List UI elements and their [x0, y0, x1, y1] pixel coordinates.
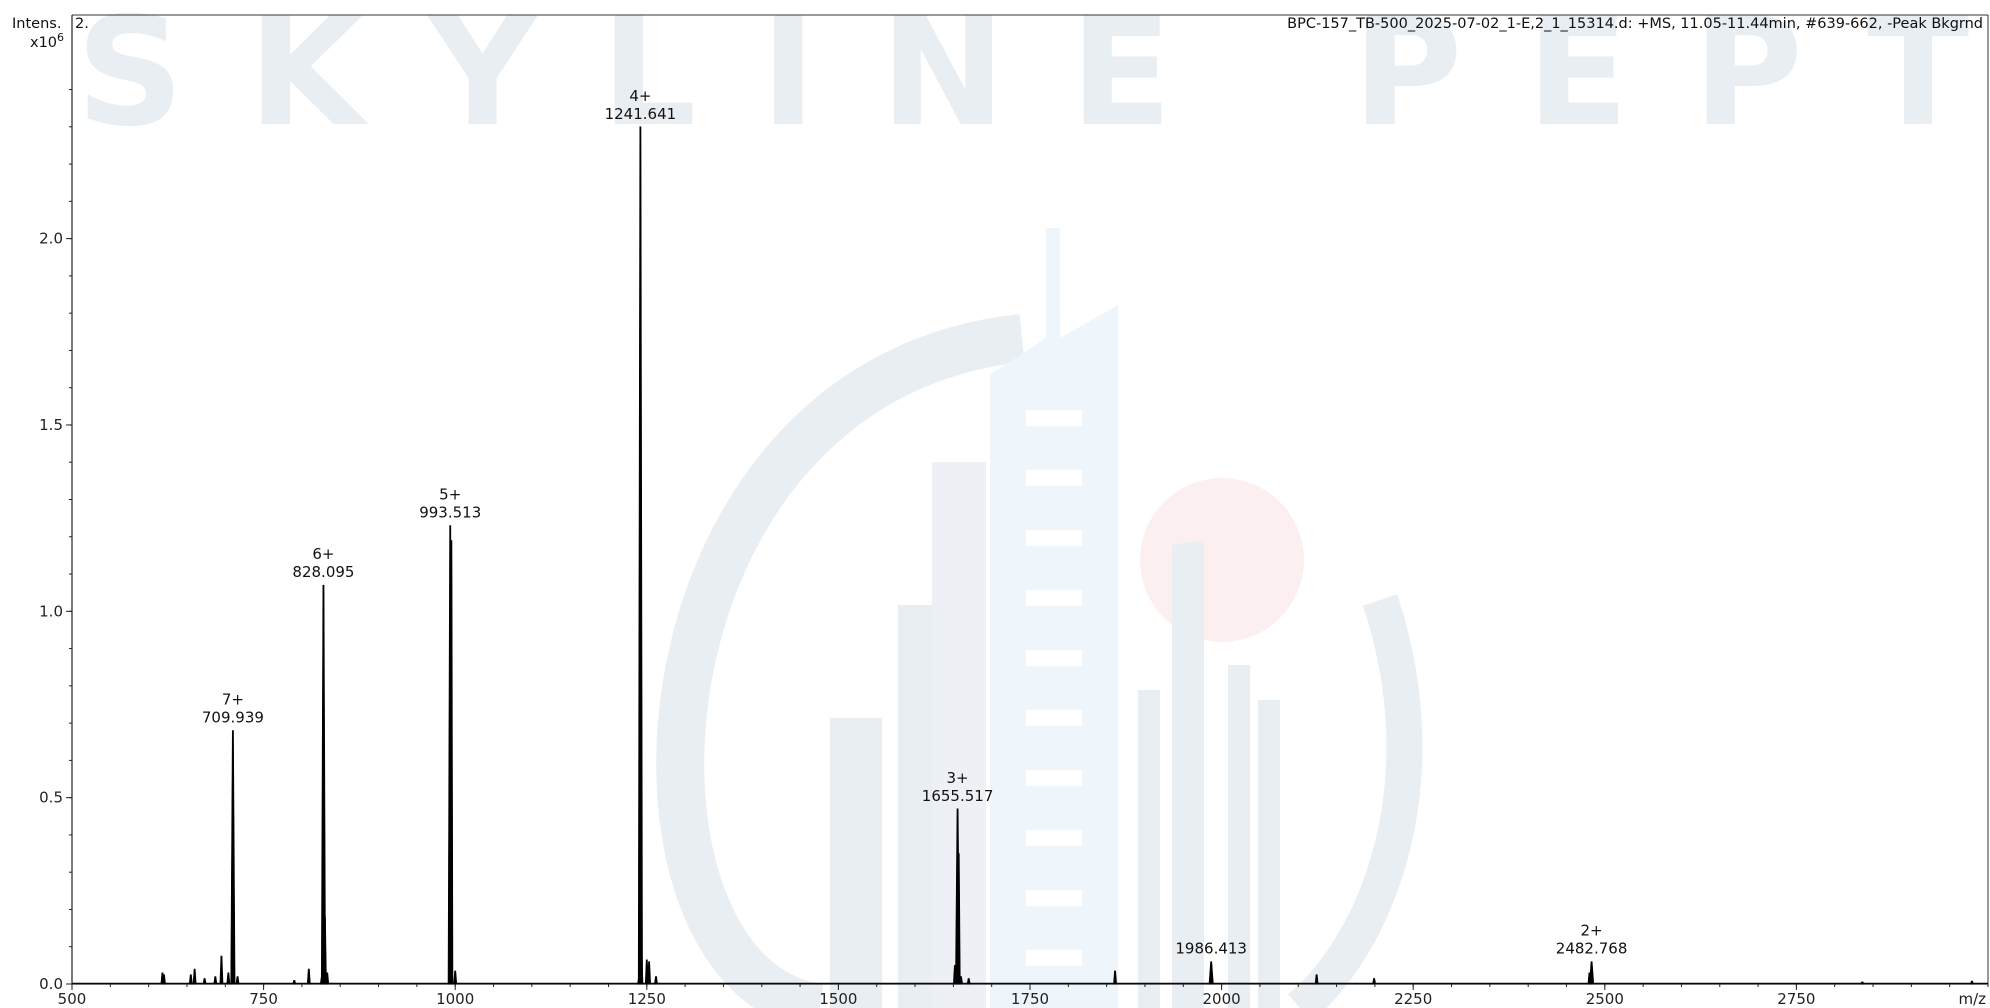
watermark-text: SKYLINE PEPTIDES [76, 0, 1990, 160]
y-tick-label: 0.0 [39, 975, 63, 993]
spectrum-minor-peak [188, 974, 193, 985]
x-tick-label: 2750 [1777, 990, 1815, 1008]
spectrum-peak [1208, 961, 1214, 985]
spectrum-minor-peak [325, 972, 330, 985]
watermark-building-6 [1228, 665, 1250, 1008]
y-axis-label-line1: Intens. [12, 16, 61, 32]
x-tick-label: 1250 [628, 990, 666, 1008]
x-axis-ticks: 500 750 1000 1250 1500 1750 2000 2250 2500 2750 [58, 984, 1989, 1008]
spectrum-minor-peak [654, 976, 658, 985]
watermark-arc [656, 314, 1025, 1008]
peak-charge-label: 7+ [222, 691, 244, 709]
spectrum-info: BPC-157_TB-500_2025-07-02_1-E,2_1_15314.… [1287, 16, 1983, 32]
y-tick-label: 0.5 [39, 789, 63, 807]
spectrum-minor-peak [226, 972, 231, 985]
peak-mz-label: 1986.413 [1175, 940, 1247, 958]
spectrum-minor-peak [453, 970, 458, 985]
peak-charge-label: 6+ [312, 545, 334, 563]
spectrum-minor-peak [162, 974, 166, 985]
x-tick-label: 1750 [1011, 990, 1049, 1008]
x-tick-label: 750 [249, 990, 278, 1008]
peak-mz-label: 828.095 [292, 563, 354, 581]
y-axis-label-line2: x106 [30, 31, 64, 51]
watermark-windows [1026, 410, 1082, 966]
y-axis-label-exponent: 6 [57, 31, 64, 44]
y-axis-ticks: 0.0 0.5 1.0 1.5 2.0 [39, 89, 72, 993]
spectrum-peak [447, 525, 453, 985]
spectrum-minor-peak [202, 978, 207, 985]
watermark-building-5 [1138, 690, 1160, 1008]
spectrum-minor-peak [235, 976, 240, 985]
peak-charge-label: 5+ [439, 486, 461, 504]
peak-charge-label: 2+ [1581, 922, 1603, 940]
x-tick-label: 1000 [436, 990, 474, 1008]
spectrum-peaks [72, 126, 1988, 985]
spectrum-peak [230, 730, 236, 985]
spectrum-peak [637, 126, 643, 985]
spectrum-minor-peak [306, 968, 311, 985]
watermark-arc-right [1288, 594, 1423, 1008]
x-tick-label: 2500 [1586, 990, 1624, 1008]
spectrum-peak [320, 584, 326, 985]
y-axis-label-base: x10 [30, 35, 57, 51]
x-tick-label: 2250 [1394, 990, 1432, 1008]
spectrum-minor-peak [1113, 970, 1117, 985]
title-fragment: 2. [75, 16, 89, 32]
peak-charge-label: 4+ [629, 87, 651, 105]
peak-mz-label: 1241.641 [605, 105, 677, 123]
spectrum-peak [955, 808, 961, 985]
spectrum-minor-peak [213, 976, 218, 985]
watermark-logo: SKYLINE PEPTIDES [76, 0, 1990, 1008]
x-tick-label: 1500 [819, 990, 857, 1008]
peak-mz-label: 709.939 [202, 709, 264, 727]
peak-mz-label: 993.513 [419, 504, 481, 522]
y-tick-label: 1.0 [39, 602, 63, 620]
spectrum-minor-peak [1372, 978, 1377, 985]
watermark-building-4 [1172, 540, 1204, 1008]
spectrum-minor-peak [966, 978, 971, 985]
peak-mz-label: 2482.768 [1556, 940, 1628, 958]
spectrum-peak [1589, 961, 1595, 985]
y-tick-label: 1.5 [39, 416, 63, 434]
x-axis-label: m/z [1958, 990, 1986, 1008]
spectrum-minor-peak [647, 961, 652, 985]
spectrum-minor-peak [1314, 974, 1319, 985]
peak-charge-label: 3+ [947, 769, 969, 787]
peak-labels: 7+709.9396+828.0955+993.5134+1241.6413+1… [202, 87, 1628, 958]
watermark-sun [1140, 478, 1304, 642]
x-tick-label: 2000 [1203, 990, 1241, 1008]
y-tick-label: 2.0 [39, 230, 63, 248]
peak-mz-label: 1655.517 [922, 787, 994, 805]
watermark-building-3 [990, 228, 1118, 1008]
spectrum-minor-peak [192, 968, 197, 985]
watermark-building-7 [1258, 700, 1280, 1008]
x-tick-label: 500 [58, 990, 87, 1008]
spectrum-minor-peak [959, 976, 963, 985]
spectrum-minor-peak [219, 955, 224, 985]
watermark-building-8 [830, 718, 882, 1008]
